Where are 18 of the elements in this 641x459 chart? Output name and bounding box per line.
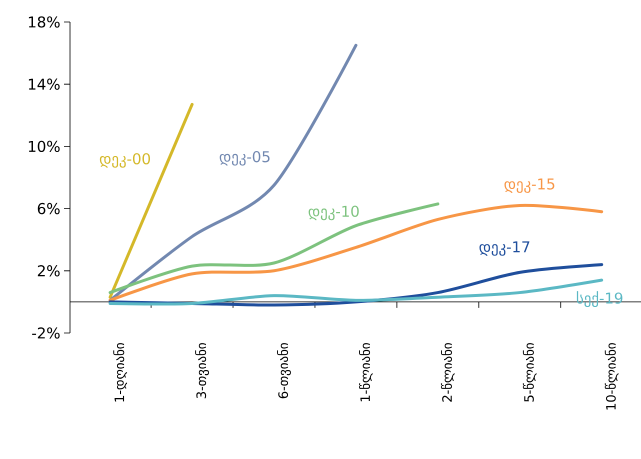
x-tick-label: 1-დღიანი bbox=[113, 343, 128, 402]
x-tick-label: 1-წლიანი bbox=[359, 343, 373, 402]
y-tick-label: 14% bbox=[28, 78, 60, 90]
x-tick-label: 2-წლიანი bbox=[440, 343, 455, 402]
series-label: დეკ-17 bbox=[479, 241, 530, 256]
y-tick-label: 6% bbox=[38, 202, 60, 214]
x-tick-label: 3-თვიანი bbox=[195, 343, 209, 398]
series-label: დეკ-00 bbox=[100, 153, 150, 168]
y-tick-label: -2% bbox=[32, 327, 60, 339]
series-label: დეკ-05 bbox=[220, 151, 270, 166]
x-tick-label: 5-წლიანი bbox=[522, 343, 537, 402]
x-tick-label: 10-წლიანი bbox=[604, 343, 619, 410]
y-tick-label: 2% bbox=[38, 265, 60, 276]
series-label: დეკ-15 bbox=[504, 178, 554, 193]
y-tick-label: 10% bbox=[28, 140, 60, 152]
y-tick-label: 18% bbox=[28, 16, 60, 28]
x-tick-label: 6-თვიანი bbox=[277, 343, 291, 398]
series-label: დეკ-10 bbox=[308, 206, 359, 220]
